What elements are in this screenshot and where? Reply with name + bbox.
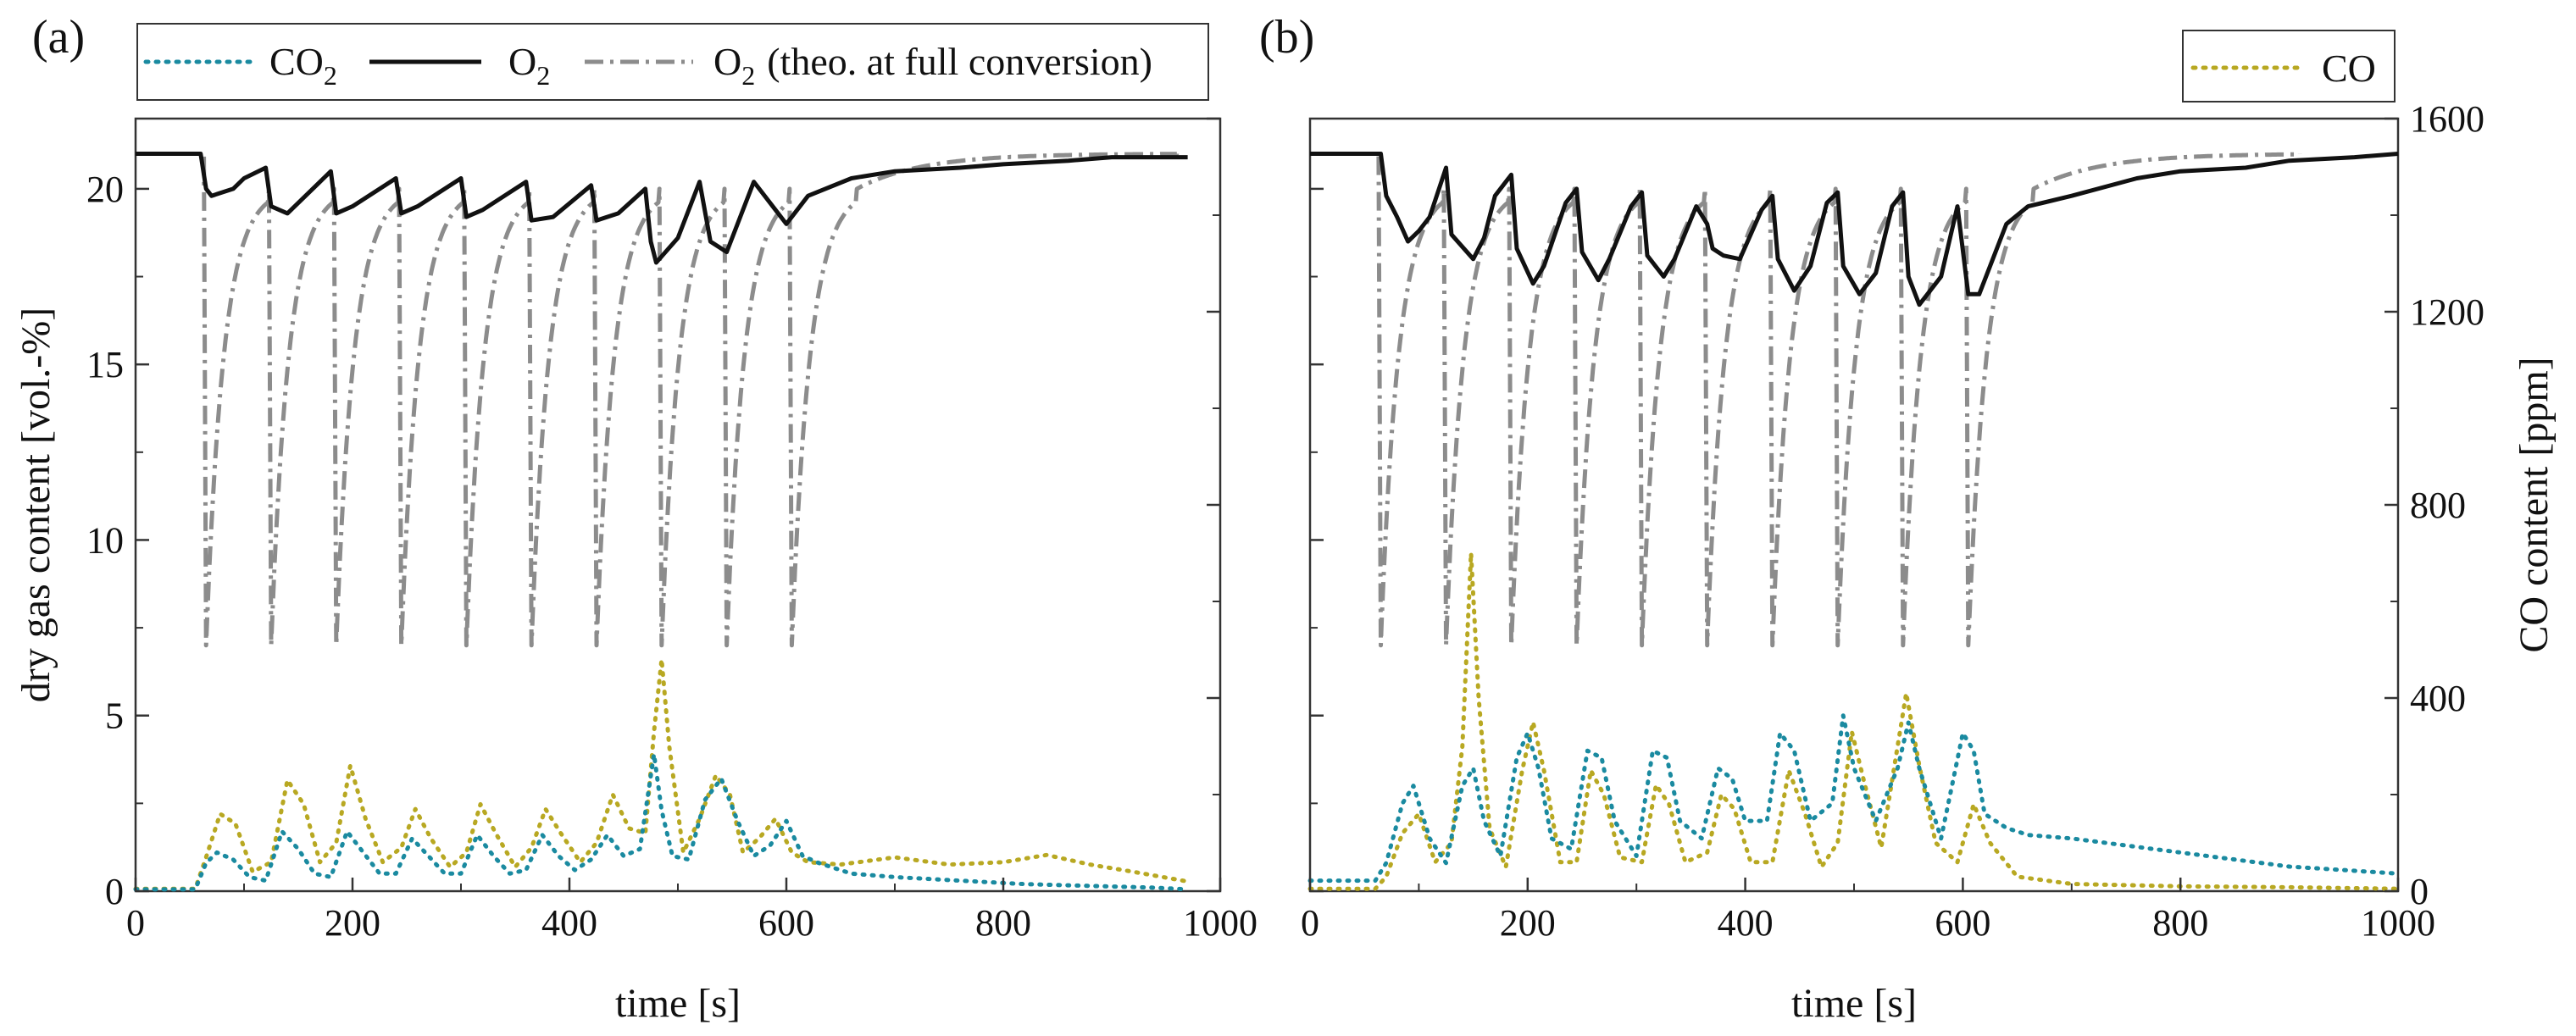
series-line-co-a <box>133 657 1191 891</box>
series-line-o2-b <box>1310 152 2399 307</box>
series-a <box>133 152 1191 892</box>
y-tick-label: 15 <box>86 344 124 385</box>
series-b <box>1307 152 2401 891</box>
plot-frame-b <box>1308 117 2400 893</box>
y-tick-label: 20 <box>86 169 124 210</box>
y-tick-label: 5 <box>105 695 124 737</box>
x-tick-label: 400 <box>541 902 597 944</box>
x-tick-label: 600 <box>758 902 814 944</box>
x-tick-label: 1000 <box>2361 902 2435 944</box>
x-tick-label: 400 <box>1718 902 1774 944</box>
legend-b: CO <box>2182 30 2396 102</box>
y2-axis-label-b: CO content [ppm] <box>2512 357 2557 652</box>
x-tick-label: 800 <box>975 902 1031 944</box>
legend-b-box <box>2182 30 2396 102</box>
legend-co-label: CO <box>2322 47 2376 90</box>
legend-co2-label: CO2 <box>269 40 337 91</box>
y-tick-label: 0 <box>105 871 124 912</box>
x-tick-label: 1000 <box>1183 902 1257 944</box>
series-line-co-b <box>1307 551 2401 891</box>
x-tick-label: 0 <box>1301 902 1319 944</box>
series-line-o2_theo-b <box>1310 152 2302 648</box>
panel-a-label: (a) <box>32 11 85 64</box>
series-line-co2-a <box>133 751 1191 892</box>
x-axis-label-b: time [s] <box>1791 981 1917 1026</box>
x-tick-label: 200 <box>325 902 380 944</box>
legend-a: CO2 O2 O2 (theo. at full conversion) <box>136 23 1209 101</box>
y2-tick-label: 0 <box>2410 871 2429 912</box>
ticks-a: 0 200 400 600 800 1000 0 5 10 15 20 <box>86 117 1257 944</box>
x-tick-label: 0 <box>126 902 145 944</box>
legend-o2-label: O2 <box>508 40 550 91</box>
series-line-o2_theo-a <box>136 152 1180 648</box>
y2-tick-label: 1600 <box>2410 98 2484 140</box>
y-axis-label-a: dry gas content [vol.-%] <box>14 307 58 703</box>
series-line-o2-a <box>136 152 1188 265</box>
x-axis-label-a: time [s] <box>615 981 741 1026</box>
legend-theo-label: O2 (theo. at full conversion) <box>713 40 1152 91</box>
y-tick-label: 10 <box>86 519 124 561</box>
y2-tick-label: 800 <box>2410 485 2466 526</box>
y2-tick-label: 400 <box>2410 678 2466 719</box>
panel-b-label: (b) <box>1259 11 1314 64</box>
y2-tick-label: 1200 <box>2410 291 2484 333</box>
x-tick-label: 200 <box>1500 902 1556 944</box>
x-tick-label: 600 <box>1935 902 1990 944</box>
series-line-co2-b <box>1307 713 2401 884</box>
x-tick-label: 800 <box>2152 902 2208 944</box>
